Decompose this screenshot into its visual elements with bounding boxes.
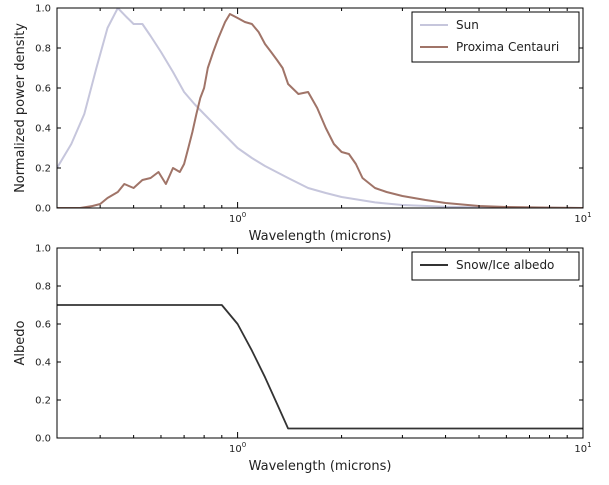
albedo-ytick-label: 1.0 [35, 244, 51, 255]
albedo-y-axis-label: Albedo [13, 320, 28, 365]
spectrum-x-axis-label: Wavelength (microns) [249, 229, 392, 244]
spectrum-ytick-label: 0.2 [35, 164, 51, 175]
albedo-axes-frame [56, 247, 584, 439]
spectrum-xtick-label: 100 [229, 211, 246, 225]
spectrum-legend: Sun Proxima Centauri [411, 11, 580, 63]
albedo-ytick-label: 0.0 [35, 434, 51, 445]
albedo-chart: 0.0 0.2 0.4 0.6 0.8 1.0 100 101 Wavelength (micr… [13, 244, 592, 475]
spectrum-y-axis-label: Normalized power density [13, 23, 28, 193]
legend-label-proxima-centauri: Proxima Centauri [456, 40, 559, 54]
albedo-ytick-label: 0.2 [35, 396, 51, 407]
spectrum-ytick-label: 0.0 [35, 204, 51, 215]
spectrum-series-b-line [57, 13, 583, 208]
spectrum-ytick-label: 1.0 [35, 4, 51, 15]
albedo-xtick-label: 101 [574, 441, 591, 455]
spectrum-chart: 0.0 0.2 0.4 0.6 0.8 1.0 100 101 Wavelength (micr… [13, 4, 592, 245]
spectrum-xtick-label: 101 [574, 211, 591, 225]
albedo-legend: Snow/Ice albedo [411, 251, 580, 281]
legend-label-snow-ice-albedo: Snow/Ice albedo [456, 258, 554, 272]
spectrum-ytick-label: 0.8 [35, 44, 51, 55]
albedo-series-a-line [57, 304, 583, 430]
albedo-ytick-label: 0.6 [35, 320, 51, 331]
albedo-xtick-label: 100 [229, 441, 246, 455]
albedo-ytick-label: 0.4 [35, 358, 51, 369]
spectrum-axes-frame [56, 7, 584, 209]
albedo-ytick-label: 0.8 [35, 282, 51, 293]
albedo-x-axis-label: Wavelength (microns) [249, 459, 392, 474]
spectrum-ytick-label: 0.4 [35, 124, 51, 135]
spectrum-ytick-label: 0.6 [35, 84, 51, 95]
spectrum-series-a-line [57, 8, 583, 208]
legend-label-sun: Sun [456, 18, 479, 32]
